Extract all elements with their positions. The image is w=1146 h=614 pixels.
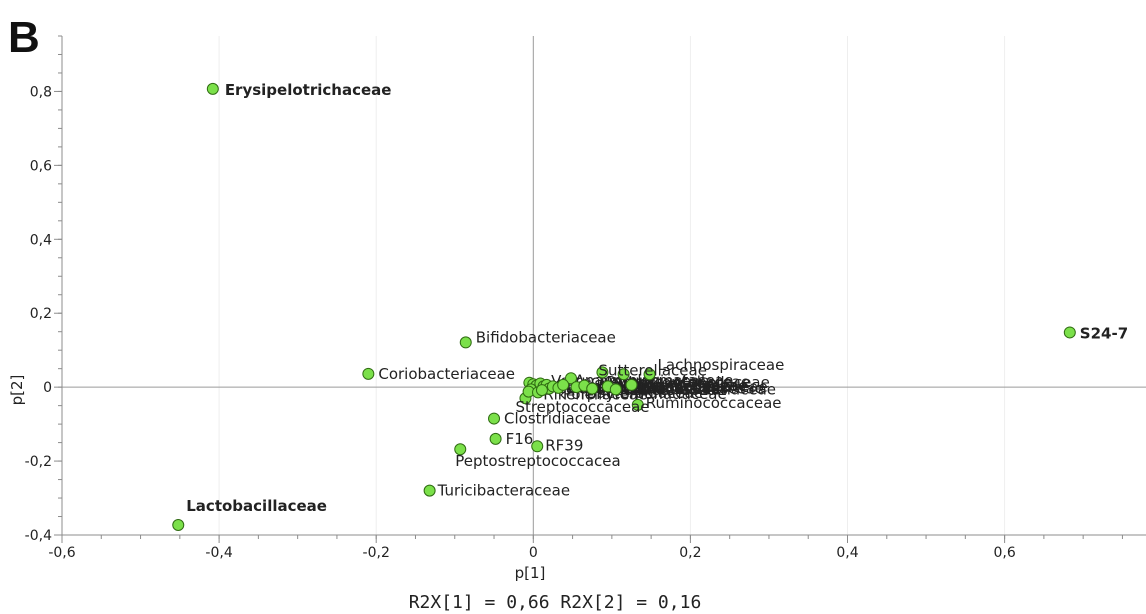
point-label: Peptostreptococcacea <box>455 452 620 470</box>
x-tick-label: 0,2 <box>679 545 701 561</box>
x-tick-label: -0,2 <box>363 545 390 561</box>
data-point <box>488 412 501 425</box>
data-point <box>362 367 375 380</box>
clutter-label: Helicobacteraceae <box>586 381 726 399</box>
y-tick-label: 0,2 <box>30 306 52 322</box>
data-point <box>643 368 656 381</box>
data-point <box>609 383 622 396</box>
data-point <box>423 484 436 497</box>
data-point <box>459 336 472 349</box>
clutter-label: Odoribacteraceae <box>634 378 768 396</box>
clutter-label: Christensenellaceae <box>618 374 770 392</box>
axes: -0,6 -0,4 -0,2 0 0,2 0,4 0,6-0,4-0,200,20,40,6… <box>25 35 1146 561</box>
grid <box>61 36 1146 535</box>
y-tick-label: -0,2 <box>25 454 52 470</box>
point-label: Bifidobacteriaceae <box>476 328 616 346</box>
data-point <box>625 378 638 391</box>
x-tick-label: 0,4 <box>836 545 858 561</box>
data-point <box>535 384 548 397</box>
data-point <box>631 398 644 411</box>
clutter-label: Barnesiellaceae <box>645 380 764 398</box>
point-label: Clostridiaceae <box>504 410 611 428</box>
point-label: S24-7 <box>1080 324 1128 342</box>
point-label: F16 <box>506 430 534 448</box>
x-tick-label: 0 <box>529 545 538 561</box>
y-axis-title: p[2] <box>8 375 26 406</box>
clutter-label: Prevotellaceae <box>637 376 747 394</box>
data-point <box>489 432 502 445</box>
data-point <box>172 519 185 532</box>
data-point <box>557 378 570 391</box>
point-label: Turicibacteraceae <box>437 482 570 500</box>
x-axis-title: p[1] <box>515 564 546 582</box>
y-tick-label: 0,8 <box>30 84 52 100</box>
data-point <box>1063 326 1076 339</box>
data-point <box>206 82 219 95</box>
clutter-label: Mogibacteriaceae <box>614 377 747 395</box>
point-label: Streptococcaceae <box>515 398 649 416</box>
data-point <box>596 366 609 379</box>
data-point <box>586 382 599 395</box>
data-point <box>617 368 630 381</box>
point-label: Coriobacteriaceae <box>378 365 515 383</box>
point-label: Sutterellaceae <box>598 361 707 379</box>
footer-r2x: R2X[1] = 0,66 R2X[2] = 0,16 <box>409 592 702 613</box>
clutter-label: Paraprevotellaceae <box>606 373 750 391</box>
data-point <box>454 443 467 456</box>
panel-label: B <box>8 13 40 62</box>
data-points <box>172 82 1076 532</box>
y-tick-label: 0 <box>43 380 52 396</box>
point-label: Lactobacillaceae <box>186 497 327 515</box>
y-tick-label: 0,4 <box>30 232 52 248</box>
point-label: Lachnospiraceae <box>658 356 785 374</box>
point-label: Ruminococcaceae <box>646 394 782 412</box>
y-tick-label: -0,4 <box>25 528 52 544</box>
y-tick-label: 0,6 <box>30 158 52 174</box>
x-tick-label: -0,4 <box>205 545 232 561</box>
point-labels: Erysipelotrichaceae S24-7 Lactobacillaceae… <box>186 81 1128 515</box>
x-tick-label: 0,6 <box>993 545 1015 561</box>
clutter-label: Dehalobacteriaceae <box>626 380 776 398</box>
point-label: RF39 <box>545 436 583 454</box>
data-point <box>531 440 544 453</box>
x-tick-label: -0,6 <box>48 545 75 561</box>
point-label: Erysipelotrichaceae <box>225 81 392 99</box>
data-point <box>565 372 578 385</box>
